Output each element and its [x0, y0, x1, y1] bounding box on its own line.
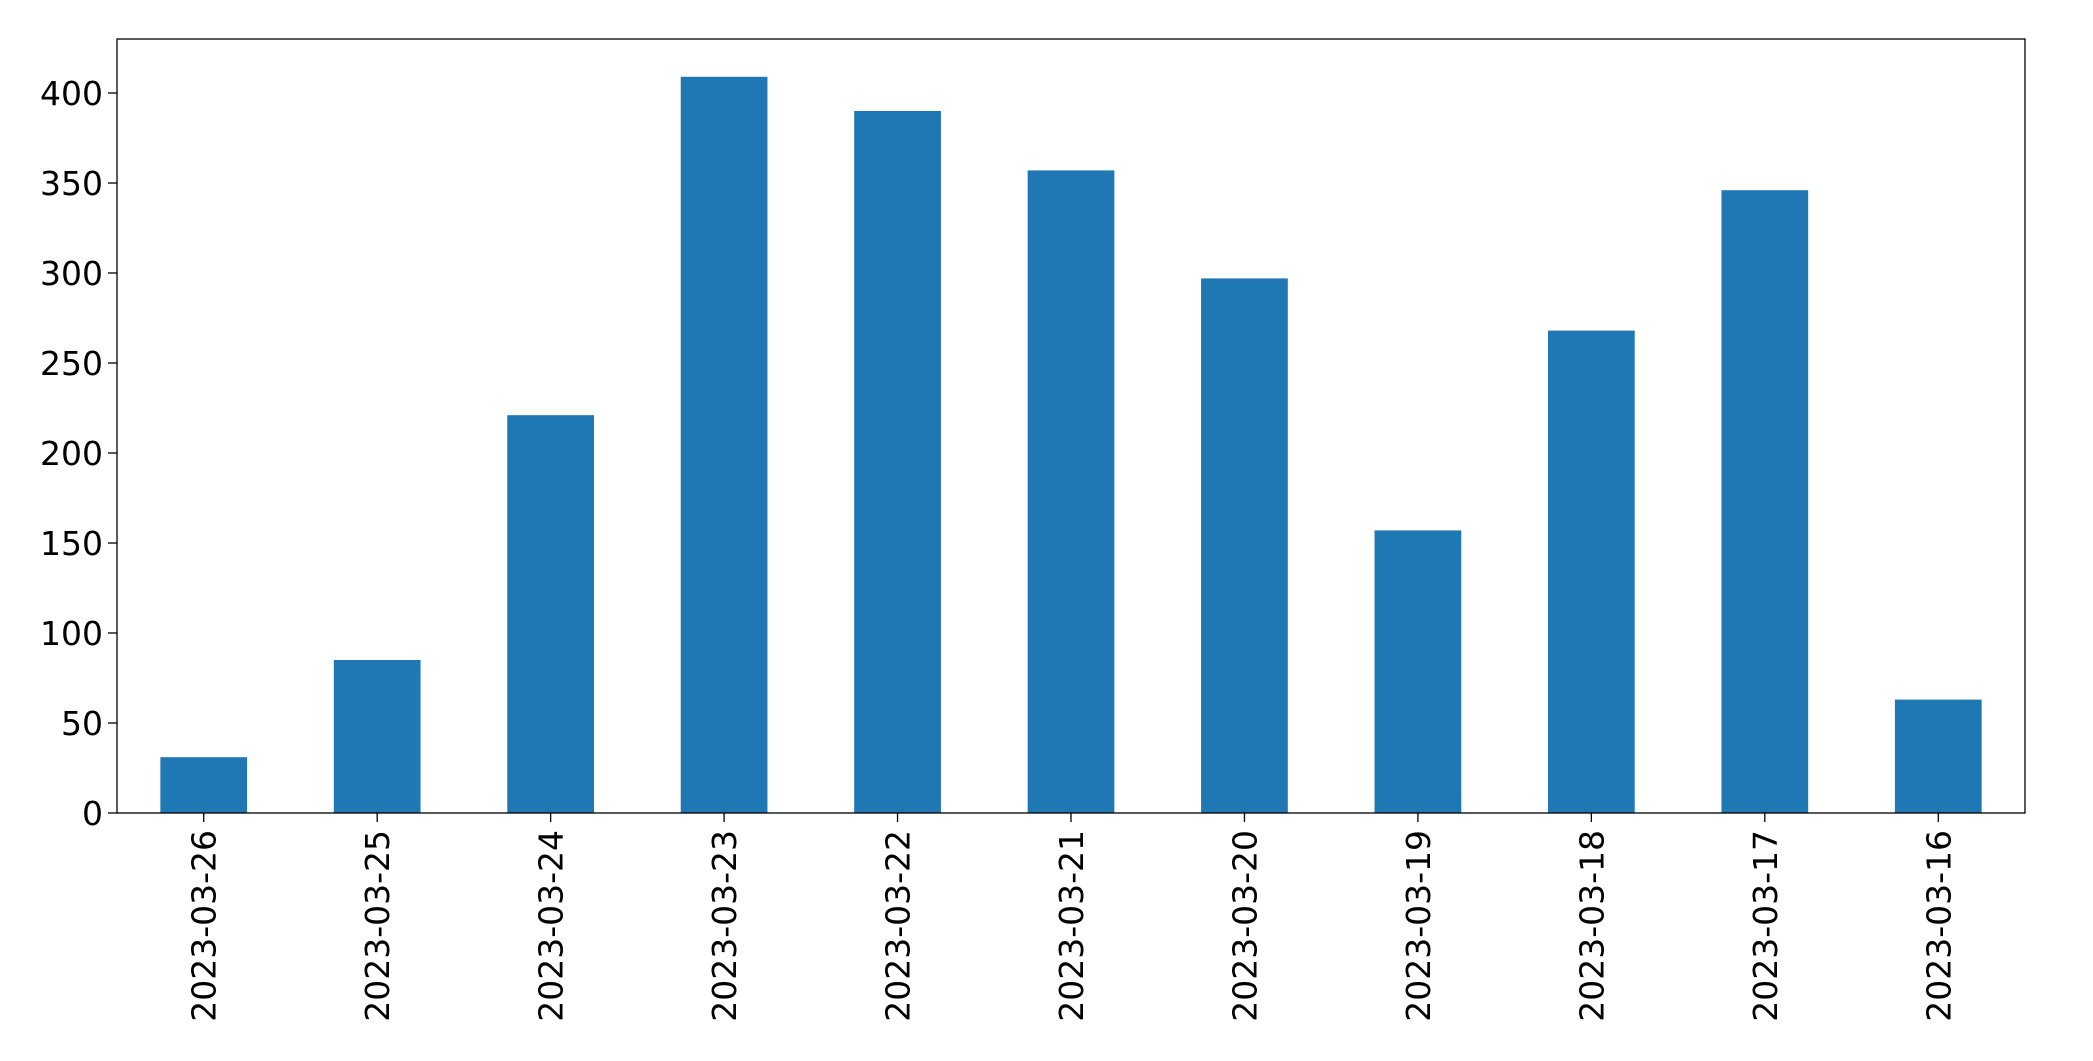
y-tick-label: 350	[40, 164, 103, 203]
bar	[507, 415, 594, 813]
bar	[1374, 530, 1462, 813]
bar	[160, 757, 248, 813]
y-tick-label: 250	[40, 344, 103, 383]
y-tick-label: 200	[40, 434, 103, 473]
x-tick-label: 2023-03-17	[1746, 830, 1785, 1022]
y-tick-label: 400	[40, 74, 103, 113]
x-tick-label: 2023-03-23	[705, 830, 744, 1022]
x-tick-label: 2023-03-20	[1225, 830, 1264, 1022]
x-tick-label: 2023-03-25	[358, 830, 397, 1022]
bar	[333, 660, 421, 813]
plot-frame	[116, 38, 2026, 814]
x-tick-label: 2023-03-22	[879, 830, 918, 1022]
x-tick-label: 2023-03-24	[532, 830, 571, 1022]
x-tick-label: 2023-03-18	[1572, 830, 1611, 1022]
bar	[680, 76, 768, 814]
y-tick-label: 100	[40, 614, 103, 653]
y-tick-label: 300	[40, 254, 103, 293]
x-tick-label: 2023-03-19	[1399, 830, 1438, 1022]
x-tick-label: 2023-03-26	[185, 830, 224, 1022]
y-tick-label: 0	[82, 794, 103, 833]
x-tick-label: 2023-03-21	[1052, 830, 1091, 1022]
bar	[1201, 278, 1288, 813]
bar	[1548, 330, 1635, 813]
bar	[854, 111, 941, 813]
y-tick-label: 150	[40, 524, 103, 563]
bar	[1894, 699, 1982, 813]
x-tick-label: 2023-03-16	[1919, 830, 1958, 1022]
bar	[1027, 170, 1115, 813]
bar	[1721, 190, 1809, 813]
y-tick-label: 50	[61, 704, 103, 743]
